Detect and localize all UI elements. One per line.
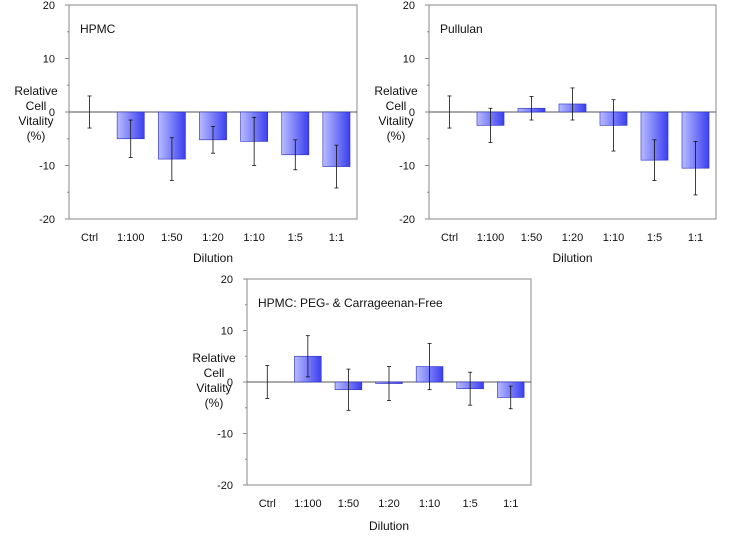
x-tick-label: 1:100 bbox=[294, 498, 322, 510]
x-tick-label: Ctrl bbox=[441, 232, 458, 244]
y-axis-label-line: Cell bbox=[26, 99, 47, 113]
x-tick-label: Ctrl bbox=[81, 232, 98, 244]
x-tick-label: 1:10 bbox=[419, 498, 440, 510]
y-axis-label-line: Cell bbox=[386, 99, 407, 113]
y-axis-label-line: Cell bbox=[204, 366, 225, 380]
y-axis-label-line: Relative bbox=[374, 84, 418, 98]
x-tick-label: 1:100 bbox=[117, 232, 145, 244]
panel-title: HPMC: PEG- & Carrageenan-Free bbox=[258, 296, 443, 310]
chart-panel-hpmc-peg-free: 20 10 0 -10 -20 Ctrl 1:100 1:50 1:20 1:10 1:5 1:1 HP… bbox=[192, 274, 532, 533]
x-tick-label: 1:50 bbox=[161, 232, 182, 244]
y-tick-label: 20 bbox=[403, 0, 415, 12]
chart-panel-hpmc: 20 10 0 -10 -20 Ctrl 1:100 1:50 1:20 1:10 1:5 1:1 HP… bbox=[14, 0, 358, 265]
panel-title: Pullulan bbox=[440, 22, 483, 36]
y-tick-label: -20 bbox=[39, 214, 55, 226]
y-axis-label-line: Vitality bbox=[378, 114, 413, 128]
y-axis-label-line: Vitality bbox=[196, 381, 231, 395]
x-axis-label: Dilution bbox=[193, 251, 233, 265]
x-tick-label: 1:50 bbox=[338, 498, 359, 510]
y-tick-label: 10 bbox=[43, 54, 55, 66]
y-tick-label: -10 bbox=[39, 161, 55, 173]
x-tick-label: Ctrl bbox=[259, 498, 276, 510]
panel-title: HPMC bbox=[80, 22, 116, 36]
x-tick-label: 1:20 bbox=[378, 498, 399, 510]
x-tick-label: 1:1 bbox=[329, 232, 344, 244]
y-axis-label-line: Relative bbox=[192, 351, 236, 365]
x-tick-label: 1:20 bbox=[562, 232, 583, 244]
y-tick-label: 10 bbox=[403, 54, 415, 66]
y-axis-label-line: (%) bbox=[27, 129, 46, 143]
y-axis-label-line: Relative bbox=[14, 84, 58, 98]
y-tick-label: -10 bbox=[217, 429, 233, 441]
x-tick-label: 1:10 bbox=[603, 232, 624, 244]
y-axis-label-line: (%) bbox=[205, 396, 224, 410]
x-tick-label: 1:5 bbox=[647, 232, 662, 244]
x-axis-label: Dilution bbox=[369, 519, 409, 533]
y-tick-label: -10 bbox=[399, 161, 415, 173]
x-tick-label: 1:50 bbox=[521, 232, 542, 244]
x-axis-label: Dilution bbox=[552, 251, 592, 265]
x-tick-label: 1:1 bbox=[688, 232, 703, 244]
chart-panel-pullulan: 20 10 0 -10 -20 Ctrl 1:100 1:50 1:20 1:10 1:5 1:1 Pu… bbox=[374, 0, 717, 265]
x-tick-label: 1:5 bbox=[288, 232, 303, 244]
x-tick-label: 1:5 bbox=[462, 498, 477, 510]
y-tick-label: 0 bbox=[49, 107, 55, 119]
y-tick-label: 10 bbox=[221, 326, 233, 338]
y-tick-label: 20 bbox=[43, 0, 55, 12]
x-tick-label: 1:20 bbox=[202, 232, 223, 244]
y-tick-label: -20 bbox=[399, 214, 415, 226]
x-tick-label: 1:100 bbox=[477, 232, 505, 244]
y-tick-label: 0 bbox=[227, 377, 233, 389]
y-axis-label-line: Vitality bbox=[18, 114, 53, 128]
x-tick-label: 1:1 bbox=[503, 498, 518, 510]
y-axis-label-line: (%) bbox=[387, 129, 406, 143]
x-tick-label: 1:10 bbox=[243, 232, 264, 244]
y-tick-label: 0 bbox=[409, 107, 415, 119]
y-tick-label: -20 bbox=[217, 480, 233, 492]
y-tick-label: 20 bbox=[221, 274, 233, 286]
